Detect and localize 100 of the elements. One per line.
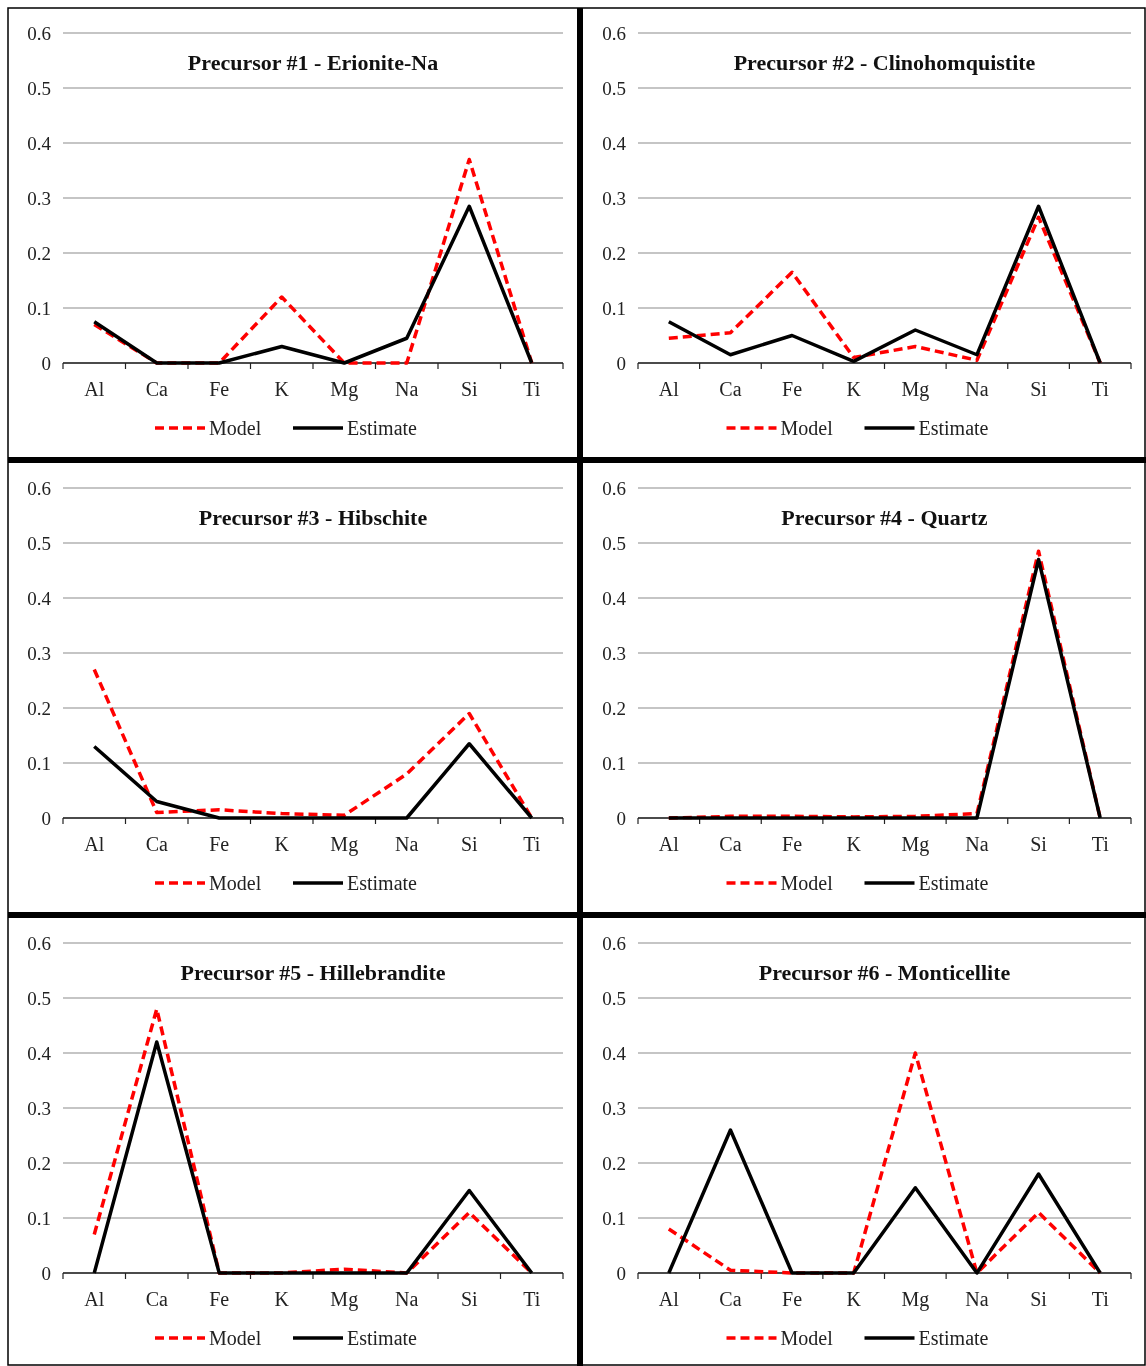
x-tick-label: Si bbox=[1030, 378, 1048, 400]
y-tick-label: 0.3 bbox=[602, 187, 626, 209]
y-tick-label: 0.6 bbox=[602, 477, 626, 499]
legend-label: Estimate bbox=[347, 1327, 418, 1349]
line-series bbox=[667, 1128, 1102, 1275]
y-tick-label: 0.6 bbox=[27, 22, 51, 44]
y-tick-label: 0.6 bbox=[602, 22, 626, 44]
y-tick-label: 0.3 bbox=[602, 642, 626, 664]
x-tick-label: Mg bbox=[901, 1288, 930, 1311]
y-tick-label: 0.4 bbox=[602, 1042, 627, 1064]
line-series bbox=[667, 1051, 1102, 1275]
x-tick-label: Si bbox=[460, 378, 479, 400]
x-tick-label: Na bbox=[965, 1288, 989, 1310]
text: Precursor #1 - Erionite-Na bbox=[187, 50, 439, 75]
x-tick-label: Al bbox=[84, 1288, 105, 1310]
y-tick-label: 0.1 bbox=[27, 1207, 51, 1229]
y-tick-label: 0.6 bbox=[27, 932, 51, 954]
y-tick-label: 0.4 bbox=[602, 587, 627, 609]
x-tick-label: Ti bbox=[523, 833, 541, 855]
x-tick-label: K bbox=[846, 1288, 862, 1310]
legend-label: Estimate bbox=[918, 1327, 989, 1349]
x-tick-label: Ti bbox=[523, 378, 541, 400]
x-tick-label: K bbox=[846, 833, 862, 855]
x-tick-label: Na bbox=[965, 378, 989, 400]
y-tick-label: 0 bbox=[616, 1262, 626, 1284]
y-tick-label: 0.2 bbox=[602, 697, 626, 719]
x-tick-label: Fe bbox=[209, 833, 230, 855]
line-series bbox=[92, 742, 534, 820]
y-tick-label: 0 bbox=[41, 807, 51, 829]
y-tick-label: 0.4 bbox=[602, 132, 627, 154]
x-tick-label: Al bbox=[84, 378, 105, 400]
x-tick-label: Si bbox=[1030, 1288, 1048, 1310]
x-tick-label: K bbox=[274, 1288, 290, 1310]
x-tick-label: Ti bbox=[1091, 378, 1110, 400]
x-tick-label: Mg bbox=[901, 833, 930, 856]
legend-label: Model bbox=[209, 417, 262, 439]
x-tick-label: Si bbox=[1030, 833, 1048, 855]
line-series bbox=[92, 204, 534, 365]
x-tick-label: Fe bbox=[209, 378, 230, 400]
x-tick-label: Ti bbox=[1091, 1288, 1110, 1310]
legend-label: Estimate bbox=[347, 417, 418, 439]
x-tick-label: K bbox=[274, 378, 290, 400]
legend-label: Estimate bbox=[918, 417, 989, 439]
y-tick-label: 0.5 bbox=[602, 77, 626, 99]
x-tick-label: Ca bbox=[719, 378, 742, 400]
x-tick-label: Al bbox=[658, 833, 680, 855]
x-tick-label: Si bbox=[460, 1288, 479, 1310]
x-tick-label: K bbox=[846, 378, 862, 400]
x-tick-label: Mg bbox=[330, 833, 359, 856]
x-tick-label: Ca bbox=[145, 378, 168, 400]
legend-label: Model bbox=[209, 1327, 262, 1349]
x-tick-label: Mg bbox=[330, 378, 359, 401]
x-tick-label: Mg bbox=[901, 378, 930, 401]
x-tick-label: Na bbox=[395, 833, 419, 855]
y-tick-label: 0.2 bbox=[27, 242, 51, 264]
y-tick-label: 0.5 bbox=[27, 987, 51, 1009]
x-tick-label: Ca bbox=[145, 1288, 168, 1310]
x-tick-label: Fe bbox=[782, 833, 803, 855]
x-tick-label: Ti bbox=[1091, 833, 1110, 855]
y-tick-label: 0.3 bbox=[27, 642, 51, 664]
y-tick-label: 0 bbox=[616, 352, 626, 374]
x-tick-label: Al bbox=[84, 833, 105, 855]
legend-label: Model bbox=[780, 417, 834, 439]
line-series bbox=[92, 157, 534, 365]
y-tick-label: 0 bbox=[41, 1262, 51, 1284]
x-tick-label: Ca bbox=[145, 833, 168, 855]
text: Precursor #5 - Hillebrandite bbox=[180, 960, 446, 985]
y-tick-label: 0.5 bbox=[27, 77, 51, 99]
text: Precursor #4 - Quartz bbox=[781, 505, 988, 530]
text: Precursor #3 - Hibschite bbox=[198, 505, 428, 530]
y-tick-label: 0.5 bbox=[602, 987, 626, 1009]
y-tick-label: 0.2 bbox=[27, 1152, 51, 1174]
y-tick-label: 0.5 bbox=[27, 532, 51, 554]
x-tick-label: Fe bbox=[209, 1288, 230, 1310]
x-tick-label: Ca bbox=[719, 1288, 742, 1310]
x-tick-label: Na bbox=[395, 1288, 419, 1310]
x-tick-label: Ca bbox=[719, 833, 742, 855]
legend-label: Model bbox=[780, 872, 834, 894]
y-tick-label: 0.1 bbox=[602, 1207, 626, 1229]
y-tick-label: 0 bbox=[41, 352, 51, 374]
legend-label: Estimate bbox=[347, 872, 418, 894]
y-tick-label: 0.2 bbox=[602, 1152, 626, 1174]
x-tick-label: Al bbox=[658, 378, 680, 400]
y-tick-label: 0 bbox=[616, 807, 626, 829]
y-tick-label: 0.1 bbox=[27, 297, 51, 319]
x-tick-label: Fe bbox=[782, 1288, 803, 1310]
x-tick-label: Al bbox=[658, 1288, 680, 1310]
y-tick-label: 0.2 bbox=[27, 697, 51, 719]
x-tick-label: Ti bbox=[523, 1288, 541, 1310]
y-tick-label: 0.3 bbox=[27, 187, 51, 209]
y-tick-label: 0.1 bbox=[602, 752, 626, 774]
x-tick-label: Na bbox=[965, 833, 989, 855]
y-tick-label: 0.1 bbox=[602, 297, 626, 319]
text: Precursor #6 - Monticellite bbox=[758, 960, 1011, 985]
legend-label: Model bbox=[209, 872, 262, 894]
x-tick-label: Mg bbox=[330, 1288, 359, 1311]
y-tick-label: 0.5 bbox=[602, 532, 626, 554]
y-tick-label: 0.2 bbox=[602, 242, 626, 264]
y-tick-label: 0.3 bbox=[602, 1097, 626, 1119]
text: Precursor #2 - Clinohomquistite bbox=[733, 50, 1036, 75]
